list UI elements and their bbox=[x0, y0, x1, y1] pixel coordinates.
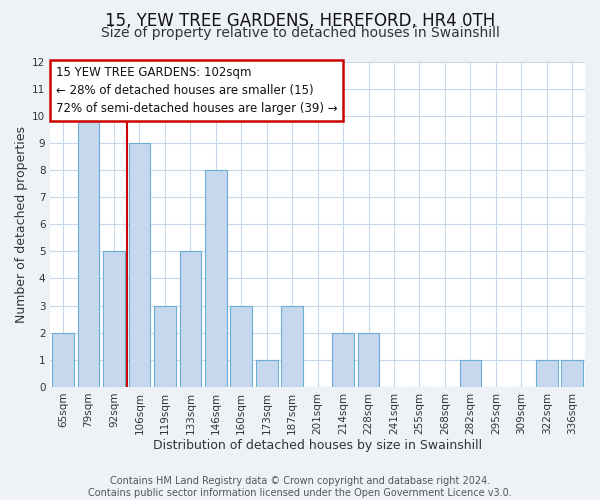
Y-axis label: Number of detached properties: Number of detached properties bbox=[15, 126, 28, 322]
Text: 15 YEW TREE GARDENS: 102sqm
← 28% of detached houses are smaller (15)
72% of sem: 15 YEW TREE GARDENS: 102sqm ← 28% of det… bbox=[56, 66, 337, 116]
Bar bbox=[562, 360, 583, 387]
Bar bbox=[281, 306, 303, 387]
Text: Contains HM Land Registry data © Crown copyright and database right 2024.
Contai: Contains HM Land Registry data © Crown c… bbox=[88, 476, 512, 498]
Bar bbox=[179, 252, 201, 387]
Bar bbox=[230, 306, 252, 387]
X-axis label: Distribution of detached houses by size in Swainshill: Distribution of detached houses by size … bbox=[153, 440, 482, 452]
Bar bbox=[256, 360, 278, 387]
Bar bbox=[205, 170, 227, 387]
Bar bbox=[128, 143, 150, 387]
Text: Size of property relative to detached houses in Swainshill: Size of property relative to detached ho… bbox=[101, 26, 499, 40]
Bar bbox=[52, 332, 74, 387]
Bar bbox=[103, 252, 125, 387]
Bar bbox=[154, 306, 176, 387]
Bar bbox=[460, 360, 481, 387]
Bar bbox=[536, 360, 557, 387]
Text: 15, YEW TREE GARDENS, HEREFORD, HR4 0TH: 15, YEW TREE GARDENS, HEREFORD, HR4 0TH bbox=[105, 12, 495, 30]
Bar bbox=[358, 332, 379, 387]
Bar bbox=[332, 332, 354, 387]
Bar bbox=[77, 116, 99, 387]
